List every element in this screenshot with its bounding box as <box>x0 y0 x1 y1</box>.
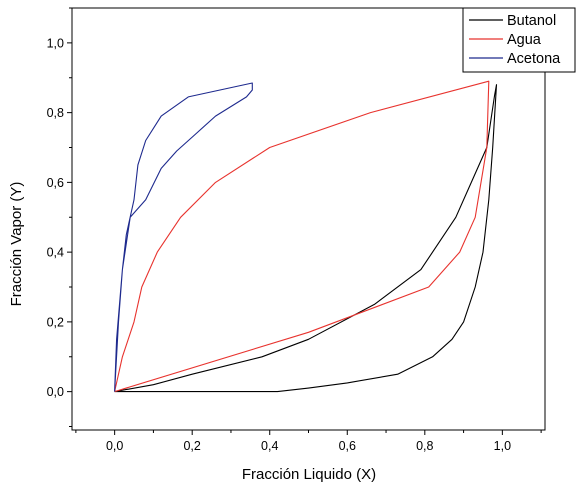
x-axis-title: Fracción Liquido (X) <box>242 466 376 483</box>
legend-box <box>462 7 576 73</box>
y-tick-label: 0,2 <box>47 315 64 329</box>
x-tick-label: 1,0 <box>494 439 511 453</box>
series-line-acetona <box>114 82 253 392</box>
y-tick-label: 0,0 <box>47 385 64 399</box>
y-axis-ticks: 0,0 0,2 0,4 0,6 0,8 1,0 <box>47 7 72 428</box>
legend-items: Butanol Agua Acetona <box>469 13 561 67</box>
x-tick-label: 0,0 <box>106 439 123 453</box>
legend-label-butanol: Butanol <box>507 13 556 29</box>
y-tick-label: 0,8 <box>47 106 64 120</box>
x-axis-ticks: 0,0 0,2 0,4 0,6 0,8 1,0 <box>75 430 542 453</box>
y-tick-label: 0,6 <box>47 176 64 190</box>
series-lines <box>114 80 498 393</box>
x-tick-label: 0,8 <box>416 439 433 453</box>
series-line-butanol <box>114 84 498 393</box>
legend-label-acetona: Acetona <box>507 51 561 67</box>
legend: Butanol Agua Acetona <box>462 7 576 73</box>
legend-label-agua: Agua <box>507 32 542 48</box>
x-tick-label: 0,2 <box>183 439 200 453</box>
y-axis-title: Fracción Vapor (Y) <box>8 182 25 307</box>
y-tick-label: 1,0 <box>47 36 64 50</box>
y-tick-label: 0,4 <box>47 246 64 260</box>
series-line-agua <box>114 80 490 393</box>
x-tick-label: 0,6 <box>339 439 356 453</box>
x-tick-label: 0,4 <box>261 439 278 453</box>
